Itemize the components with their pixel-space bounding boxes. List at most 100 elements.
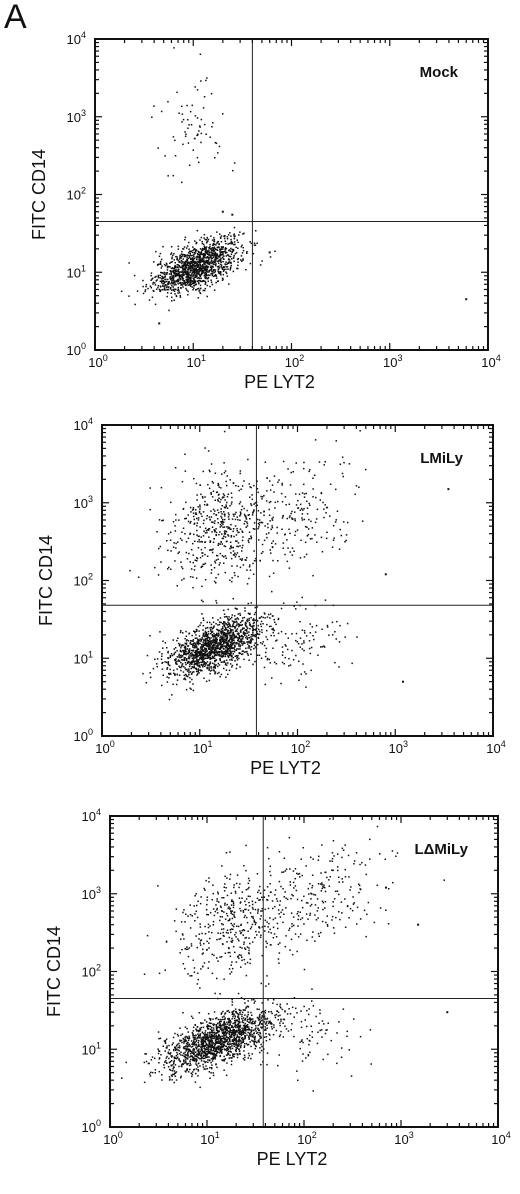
data-point: [235, 1049, 237, 1052]
data-point: [170, 292, 172, 294]
data-point: [263, 494, 265, 497]
data-point: [195, 289, 198, 291]
data-point: [199, 638, 201, 640]
data-point: [231, 620, 234, 622]
data-point: [198, 270, 201, 272]
data-point: [221, 253, 223, 256]
data-point: [282, 460, 285, 463]
data-point: [231, 614, 234, 616]
data-point: [266, 477, 268, 479]
data-point: [186, 662, 189, 665]
data-point: [251, 1014, 253, 1016]
data-point: [211, 261, 213, 263]
data-point: [177, 280, 180, 282]
data-point: [301, 519, 304, 521]
data-point: [241, 1013, 243, 1016]
data-point: [230, 264, 232, 267]
data-point: [254, 1044, 257, 1047]
data-point: [344, 541, 346, 543]
data-point: [283, 663, 285, 665]
data-point: [198, 511, 201, 514]
data-point: [241, 644, 244, 646]
data-point: [197, 659, 199, 661]
data-point: [170, 274, 173, 276]
data-point: [309, 468, 311, 471]
data-point: [225, 506, 227, 508]
data-point: [231, 640, 233, 643]
data-point: [177, 287, 180, 289]
data-point: [199, 642, 201, 645]
data-point: [219, 263, 222, 266]
data-point: [344, 636, 346, 638]
data-point: [265, 636, 267, 638]
data-point: [271, 590, 273, 593]
data-point: [216, 1052, 218, 1055]
data-point: [200, 252, 202, 255]
data-point: [178, 112, 180, 114]
data-point: [251, 498, 254, 501]
data-point: [212, 1072, 214, 1074]
data-point: [162, 283, 164, 285]
data-point: [232, 482, 235, 484]
data-point: [213, 252, 215, 255]
data-point: [266, 1024, 268, 1026]
data-point: [231, 242, 234, 244]
data-point: [169, 1053, 171, 1055]
data-point: [310, 669, 312, 672]
data-point: [194, 249, 196, 251]
data-point: [207, 1050, 209, 1053]
data-point: [220, 645, 222, 648]
data-point: [239, 513, 242, 516]
data-point: [173, 275, 175, 277]
data-point: [176, 256, 178, 258]
data-point: [193, 255, 195, 258]
data-point: [179, 277, 182, 280]
data-point: [250, 486, 252, 489]
data-point: [261, 1002, 263, 1004]
data-point: [201, 645, 203, 648]
data-point: [196, 280, 198, 283]
data-point: [174, 271, 177, 273]
data-point: [243, 507, 245, 510]
data-point: [216, 1029, 219, 1032]
data-point: [231, 1057, 233, 1059]
data-point: [306, 507, 309, 509]
data-point: [157, 1048, 159, 1050]
data-point: [199, 275, 201, 277]
data-point: [176, 660, 178, 663]
data-point: [224, 636, 226, 638]
data-point: [214, 667, 216, 669]
data-point: [257, 1024, 259, 1027]
data-point: [214, 1038, 217, 1040]
data-point: [188, 255, 190, 257]
data-point: [204, 271, 207, 273]
data-point: [164, 1050, 166, 1052]
data-point: [209, 269, 211, 271]
data-point: [226, 495, 229, 498]
data-point: [340, 534, 343, 537]
data-point: [289, 664, 292, 666]
data-point: [225, 480, 227, 483]
data-point: [214, 649, 217, 652]
data-point: [218, 1024, 221, 1027]
data-point: [226, 1042, 229, 1045]
data-point: [171, 296, 173, 299]
data-point: [194, 265, 197, 267]
data-point: [206, 642, 209, 645]
data-point: [192, 1017, 194, 1019]
data-point: [173, 1062, 175, 1065]
data-point: [231, 644, 233, 647]
data-point: [268, 251, 271, 254]
data-point: [198, 510, 201, 513]
data-point: [177, 541, 179, 543]
data-point: [173, 47, 175, 49]
data-point: [176, 1053, 179, 1056]
data-point: [192, 586, 194, 589]
data-point: [172, 1042, 174, 1044]
data-point: [224, 653, 227, 656]
data-point: [176, 650, 178, 652]
data-point: [225, 1032, 227, 1034]
data-point: [166, 295, 168, 298]
data-point: [180, 259, 183, 262]
data-point: [308, 518, 310, 521]
